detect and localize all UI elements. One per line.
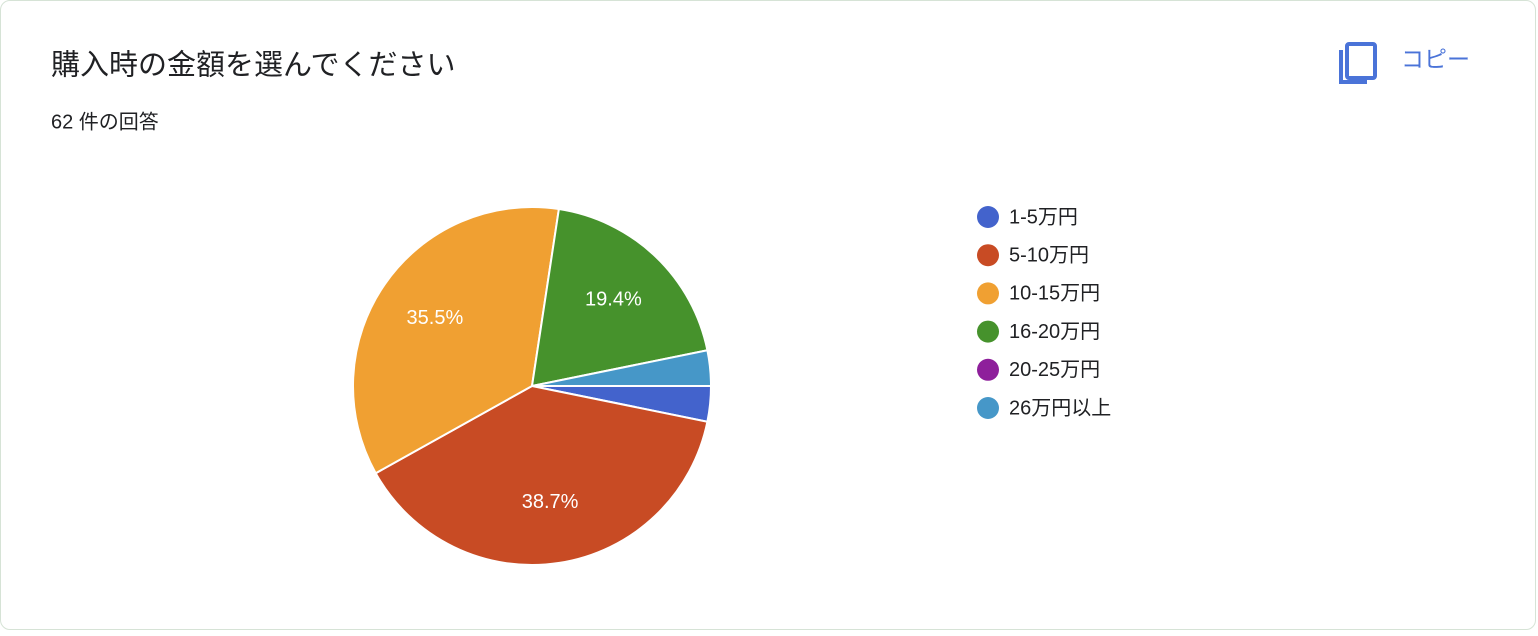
- legend-swatch: [977, 358, 999, 381]
- data-label: 35.5%: [407, 307, 464, 329]
- legend-label: 26万円以上: [1009, 396, 1111, 419]
- copy-label[interactable]: コピー: [1401, 46, 1470, 72]
- legend-label: 20-25万円: [1009, 359, 1100, 381]
- pie-slice: [374, 384, 709, 566]
- pie-slice: [531, 349, 713, 387]
- legend-swatch: [977, 282, 999, 305]
- legend-label: 5-10万円: [1009, 244, 1089, 266]
- legend-swatch: [977, 244, 999, 267]
- legend-label: 1-5万円: [1009, 206, 1078, 228]
- copy-icon: [1339, 50, 1367, 84]
- legend-swatch: [977, 206, 999, 228]
- data-label: 19.4%: [585, 289, 642, 311]
- pie-slice: [352, 206, 561, 475]
- legend-swatch: [977, 397, 999, 419]
- legend-label: 16-20万円: [1009, 321, 1100, 343]
- pie-slice: [530, 207, 709, 388]
- chart-title: 購入時の金額を選んでください: [51, 49, 456, 82]
- legend-swatch: [977, 320, 999, 343]
- legend-label: 10-15万円: [1009, 283, 1100, 305]
- data-label: 38.7%: [522, 491, 579, 513]
- chart-subtitle: 62 件の回答: [51, 110, 159, 133]
- copy-button[interactable]: コピー: [1339, 42, 1470, 84]
- copy-icon: [1345, 42, 1377, 80]
